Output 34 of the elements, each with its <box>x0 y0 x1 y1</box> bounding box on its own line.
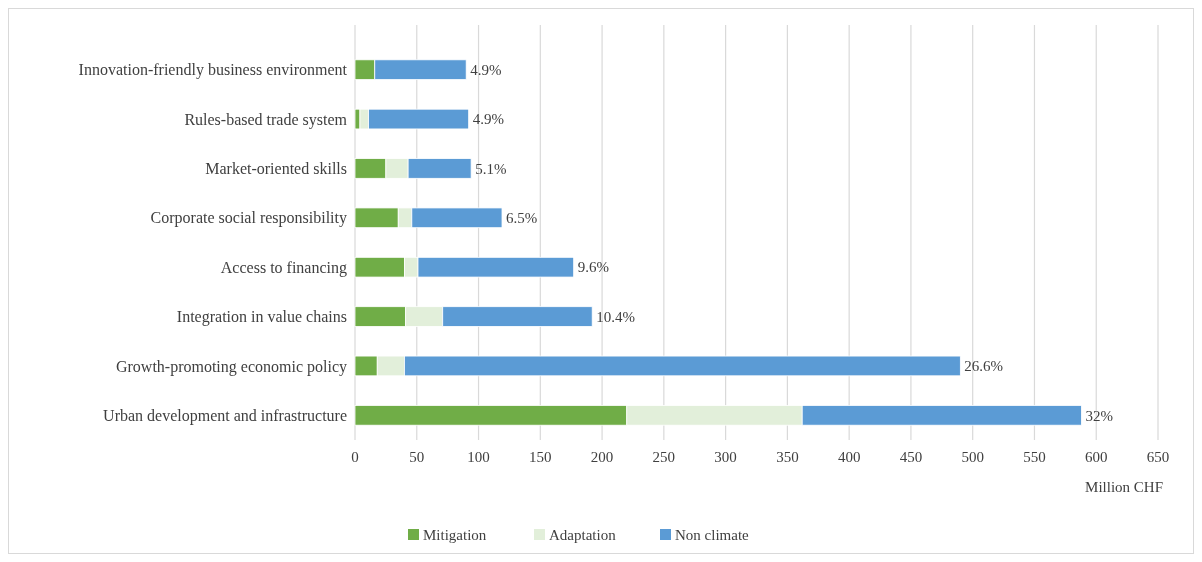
annotation: 4.9% <box>472 111 504 128</box>
legend-label: Non climate <box>675 527 750 543</box>
y-tick-label: Access to financing <box>220 258 347 277</box>
y-tick-label: Rules-based trade system <box>184 110 348 129</box>
x-tick-label: 0 <box>351 449 359 465</box>
x-tick-label: 350 <box>776 449 799 465</box>
x-tick-label: 400 <box>837 449 861 465</box>
x-axis-title: Million CHF <box>1085 479 1163 495</box>
x-tick-label: 50 <box>409 449 425 465</box>
x-tick-label: 150 <box>529 449 552 465</box>
x-tick-label: 500 <box>961 449 984 465</box>
x-tick-label: 450 <box>899 449 923 465</box>
y-tick-label: Integration in value chains <box>176 308 347 327</box>
x-tick-label: 100 <box>467 449 490 465</box>
y-tick-label: Innovation-friendly business environment <box>78 61 348 80</box>
x-tick-label: 250 <box>652 449 676 465</box>
x-tick-label: 200 <box>590 449 614 465</box>
annotation: 32% <box>1085 407 1113 424</box>
x-tick-label: 650 <box>1146 449 1170 465</box>
annotation: 10.4% <box>596 308 635 325</box>
annotation: 4.9% <box>470 61 502 78</box>
annotation: 26.6% <box>964 358 1004 375</box>
legend-label: Mitigation <box>423 527 487 543</box>
annotation: 5.1% <box>475 160 507 177</box>
y-tick-label: Corporate social responsibility <box>150 209 347 228</box>
legend-label: Adaptation <box>549 527 617 543</box>
x-tick-label: 600 <box>1084 449 1108 465</box>
y-tick-label: Urban development and infrastructure <box>103 406 347 425</box>
x-tick-label: 550 <box>1023 449 1046 465</box>
annotation: 9.6% <box>577 259 609 276</box>
y-tick-label: Growth-promoting economic policy <box>115 357 347 376</box>
x-tick-label: 300 <box>714 449 737 465</box>
y-tick-label: Market-oriented skills <box>205 160 347 178</box>
annotation: 6.5% <box>506 210 538 227</box>
